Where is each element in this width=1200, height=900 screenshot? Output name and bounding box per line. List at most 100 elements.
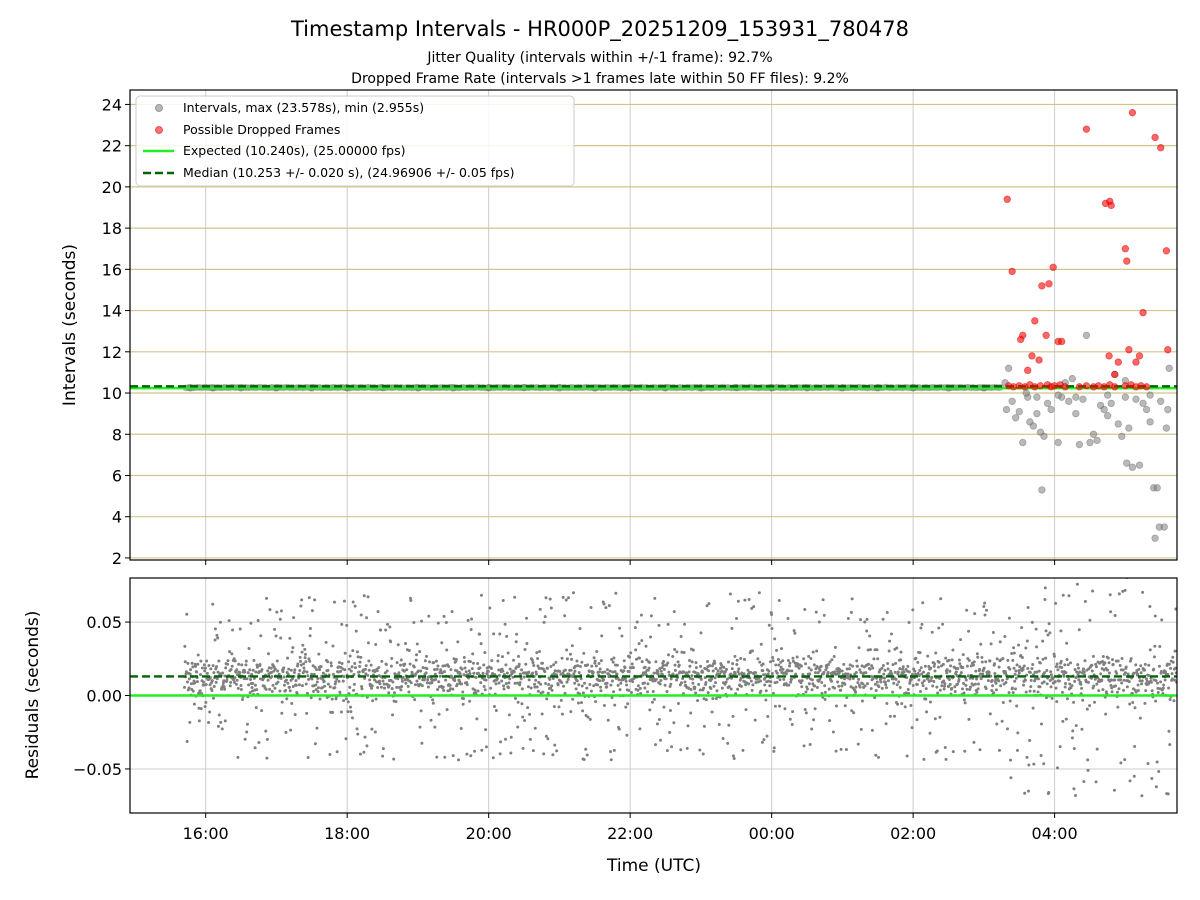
residual-point [284, 678, 288, 682]
residual-point [339, 669, 343, 673]
residual-point [788, 661, 792, 665]
residual-point [646, 690, 650, 694]
legend-marker-dropped [155, 126, 163, 134]
residual-point [570, 644, 574, 648]
residual-point [773, 637, 777, 641]
residual-point [1046, 633, 1050, 637]
residual-point [265, 737, 269, 741]
residual-point [1152, 667, 1156, 671]
residual-point [1109, 684, 1113, 688]
residual-point [663, 683, 667, 687]
residual-point [997, 748, 1001, 752]
residual-point [521, 715, 525, 719]
residual-point [742, 657, 746, 661]
x-tick-label: 00:00 [749, 824, 795, 843]
residual-point [1166, 672, 1170, 676]
residual-point [1154, 785, 1158, 789]
residual-point [238, 671, 242, 675]
residual-point [553, 669, 557, 673]
residual-point [752, 605, 756, 609]
interval-point [1146, 418, 1154, 426]
residual-point [717, 722, 721, 726]
residual-point [1122, 678, 1126, 682]
residual-point [639, 613, 643, 617]
residual-point [476, 662, 480, 666]
residual-point [1158, 567, 1161, 570]
dropped-frame-point [1114, 358, 1122, 366]
residual-point [775, 648, 779, 652]
residual-point [259, 634, 263, 638]
residual-point [887, 649, 891, 653]
residual-point [1076, 663, 1080, 667]
residual-point [582, 651, 586, 655]
residual-point [773, 704, 777, 708]
residual-point [656, 669, 660, 673]
residual-point [937, 626, 941, 630]
residual-point [1061, 593, 1065, 597]
residual-point [815, 685, 819, 689]
residual-point [870, 664, 874, 668]
residual-point [1072, 700, 1076, 704]
residual-point [373, 670, 377, 674]
residual-point [636, 684, 640, 688]
residual-point [349, 705, 353, 709]
residual-point [565, 657, 569, 661]
residual-point [575, 679, 579, 683]
residual-point [655, 722, 659, 726]
residual-point [1075, 670, 1079, 674]
residual-point [768, 684, 772, 688]
residual-point [634, 648, 638, 652]
residual-point [404, 642, 408, 646]
residual-point [335, 750, 339, 754]
residual-point [886, 679, 890, 683]
residual-point [910, 672, 914, 676]
residual-point [308, 626, 312, 630]
residual-point [349, 710, 353, 714]
residual-point [993, 671, 997, 675]
residual-point [415, 642, 419, 646]
residual-point [247, 683, 251, 687]
residual-point [360, 687, 364, 691]
dropped-frame-point [1142, 383, 1151, 391]
residual-point [355, 650, 359, 654]
residual-point [826, 662, 830, 666]
residual-point [772, 749, 776, 753]
residual-point [599, 659, 603, 663]
residual-point [741, 748, 745, 752]
residual-point [843, 682, 847, 686]
residual-point [629, 651, 633, 655]
residual-point [1120, 657, 1124, 661]
residual-point [1090, 663, 1094, 667]
residual-point [993, 662, 997, 666]
residual-point [737, 672, 741, 676]
residual-point [629, 691, 633, 695]
residual-point [648, 708, 652, 712]
residual-point [1035, 670, 1039, 674]
residual-point [367, 659, 371, 663]
residual-point [400, 685, 404, 689]
residual-point [794, 672, 798, 676]
residual-point [302, 669, 306, 673]
residual-point [753, 718, 757, 722]
residual-point [276, 680, 280, 684]
residual-point [278, 689, 282, 693]
residual-point [802, 657, 806, 661]
residual-point [275, 610, 279, 614]
residual-point [642, 681, 646, 685]
residual-point [764, 689, 768, 693]
residual-point [714, 697, 718, 701]
residual-point [999, 684, 1003, 688]
residual-point [306, 756, 310, 760]
residual-point [701, 752, 705, 756]
residual-point [389, 664, 393, 668]
residual-point [687, 686, 691, 690]
residual-point [643, 665, 647, 669]
residual-point [315, 680, 319, 684]
residual-point [587, 670, 591, 674]
residual-point [479, 642, 483, 646]
residual-point [873, 696, 877, 700]
residual-point [1033, 677, 1037, 681]
residual-point [955, 682, 959, 686]
residual-point [214, 680, 218, 684]
residual-point [677, 663, 681, 667]
